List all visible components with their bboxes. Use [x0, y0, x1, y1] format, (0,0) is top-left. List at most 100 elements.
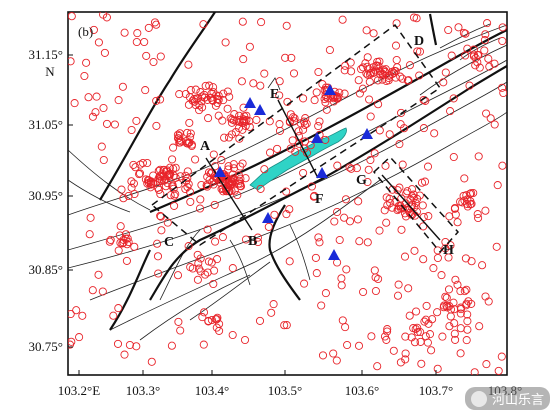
epicenter-circle	[130, 242, 139, 251]
epicenter-circle	[286, 144, 295, 153]
label-b: B	[248, 234, 257, 249]
epicenter-circle	[451, 275, 460, 284]
epicenter-circle	[359, 63, 368, 72]
epicenter-circle	[318, 351, 328, 360]
epicenter-circle	[389, 346, 398, 355]
epicenter-circle	[275, 91, 284, 100]
epicenter-circle	[280, 321, 289, 330]
epicenter-circle	[419, 95, 428, 105]
epicenter-circle	[409, 13, 419, 22]
epicenter-circle	[471, 61, 480, 70]
epicenter-circle	[433, 308, 442, 317]
epicenter-circle	[173, 271, 183, 280]
epicenter-circle	[456, 309, 465, 318]
epicenter-circle	[94, 38, 103, 47]
epicenter-circle	[170, 191, 179, 200]
epicenter-circle	[226, 114, 235, 123]
epicenter-circle	[407, 185, 417, 194]
epicenter-circle	[196, 88, 205, 97]
epicenter-circle	[198, 313, 207, 322]
epicenter-circle	[342, 265, 351, 274]
epicenter-circle	[460, 287, 469, 296]
epicenter-circle	[241, 235, 251, 244]
label-h: H	[443, 243, 454, 258]
epicenter-circle	[127, 177, 136, 186]
epicenter-circle	[156, 95, 165, 104]
epicenter-circle	[288, 136, 297, 145]
epicenter-circle	[173, 130, 182, 139]
epicenter-circle	[113, 339, 123, 348]
epicenter-circle	[118, 82, 127, 91]
epicenter-circle	[485, 62, 494, 71]
epicenter-circle	[68, 309, 75, 319]
x-axis-labels: 103.2°E 103.3° 103.4° 103.5° 103.6° 103.…	[58, 383, 522, 398]
epicenter-circle	[388, 67, 397, 76]
epicenter-circle	[450, 204, 459, 213]
epicenter-circle	[340, 66, 349, 75]
epicenter-circle	[462, 336, 471, 345]
epicenter-circle	[469, 52, 478, 61]
epicenter-circle	[207, 315, 216, 325]
epicenter-circle	[312, 88, 321, 97]
epicenter-circle	[132, 342, 141, 351]
epicenter-circle	[401, 332, 410, 341]
epicenter-circle	[469, 188, 478, 198]
epicenter-circle	[366, 155, 375, 165]
epicenter-circle	[470, 368, 479, 375]
x-tick-103-6: 103.6°	[345, 383, 379, 398]
epicenter-circle	[223, 104, 232, 113]
epicenter-circle	[285, 205, 294, 214]
reservoir	[249, 127, 347, 191]
fault-lines-thin	[68, 23, 507, 341]
epicenter-circle	[442, 293, 451, 302]
epicenter-circle	[396, 72, 405, 81]
epicenter-circle	[152, 96, 161, 105]
epicenter-circle	[369, 63, 378, 72]
epicenter-circle	[235, 134, 244, 143]
epicenter-circle	[273, 144, 282, 153]
epicenter-circle	[211, 237, 220, 246]
epicenter-circle	[359, 287, 368, 297]
epicenter-circle	[264, 222, 273, 231]
epicenter-circle	[441, 244, 450, 253]
epicenter-circle	[129, 160, 138, 169]
epicenter-circle	[265, 148, 275, 157]
epicenter-circle	[196, 195, 205, 204]
epicenter-circle	[245, 117, 254, 126]
epicenter-circle	[197, 180, 206, 190]
epicenter-circle	[195, 204, 205, 213]
epicenter-circle	[450, 329, 459, 338]
epicenter-circle	[480, 36, 489, 45]
epicenter-circle	[354, 197, 363, 206]
epicenter-circle	[156, 189, 165, 199]
epicenter-circle	[114, 304, 123, 313]
epicenter-circle	[168, 155, 177, 164]
epicenter-circle	[393, 186, 402, 195]
epicenter-circle	[78, 311, 87, 320]
epicenter-circle	[190, 94, 199, 103]
epicenter-circle	[199, 308, 209, 317]
epicenter-circle	[321, 289, 330, 298]
epicenter-circle	[380, 332, 390, 341]
epicenter-circle	[169, 143, 178, 152]
epicenter-circle	[412, 307, 421, 316]
epicenter-circle	[122, 256, 131, 265]
epicenter-circle	[401, 349, 410, 358]
epicenter-circle	[163, 171, 172, 180]
epicenter-circle	[201, 81, 210, 90]
epicenter-circle	[329, 349, 338, 358]
epicenter-circle	[85, 230, 94, 239]
epicenter-circle	[159, 176, 169, 185]
epicenter-circle	[138, 158, 147, 168]
epicenter-circle	[494, 366, 503, 375]
epicenter-circle	[110, 120, 119, 129]
epicenter-circle	[416, 337, 425, 346]
epicenter-circle	[221, 38, 230, 47]
epicenter-circle	[382, 218, 391, 227]
epicenter-circle	[204, 114, 213, 123]
epicenter-circle	[405, 311, 414, 320]
y-axis-labels: 31.15° N 31.05° 30.95° 30.85° 30.75°	[29, 47, 63, 354]
epicenter-circle	[302, 119, 311, 128]
epicenter-circle	[80, 71, 89, 81]
